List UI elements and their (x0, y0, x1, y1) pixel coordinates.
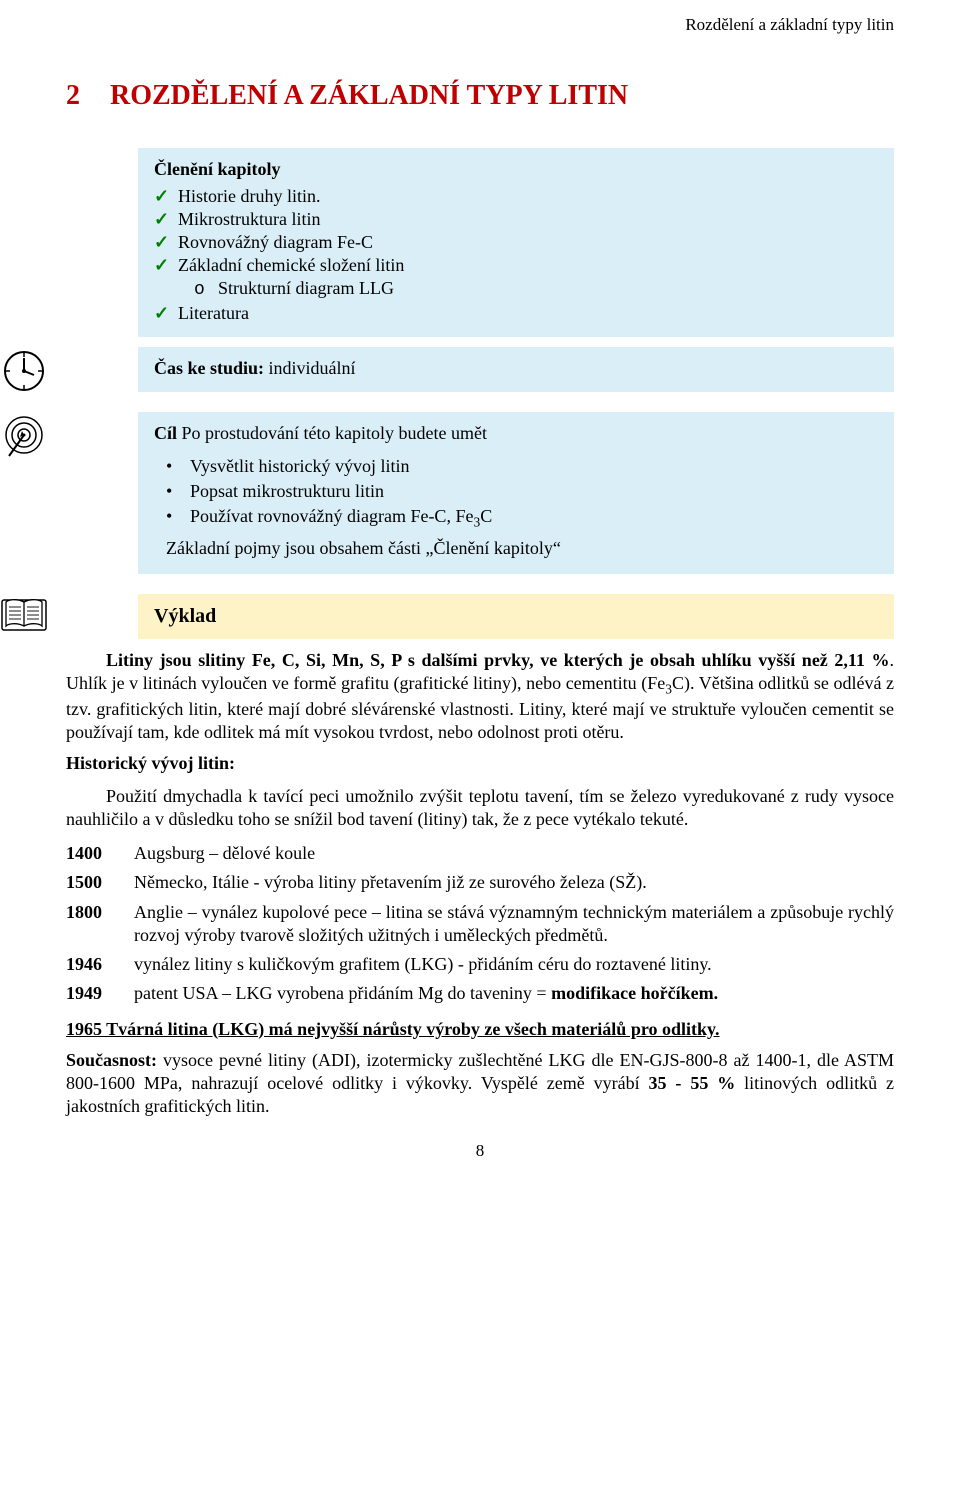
outline-subitem: Strukturní diagram LLG (218, 277, 878, 302)
timeline-text: Německo, Itálie - výroba litiny přetaven… (134, 871, 894, 894)
t1949-b: modifikace hořčíkem. (551, 983, 718, 1003)
vyklad-label: Výklad (154, 605, 216, 627)
section-title-text: ROZDĚLENÍ A ZÁKLADNÍ TYPY LITIN (110, 80, 628, 111)
clock-icon (0, 349, 54, 393)
book-icon (0, 596, 54, 634)
goal-note: Základní pojmy jsou obsahem části „Členě… (154, 537, 878, 560)
outline-item: Mikrostruktura litin (178, 208, 878, 231)
time-label: Čas ke studiu: (154, 358, 264, 378)
timeline-row: 1400 Augsburg – dělové koule (66, 839, 894, 868)
underline-1965: 1965 Tvárná litina (LKG) má nejvyšší nár… (66, 1018, 894, 1041)
outline-title: Členění kapitoly (154, 158, 878, 181)
vyklad-panel: Výklad (138, 594, 894, 640)
timeline-year: 1500 (66, 871, 116, 894)
outline-sublist: Strukturní diagram LLG (178, 277, 878, 302)
timeline-text: patent USA – LKG vyrobena přidáním Mg do… (134, 982, 894, 1005)
outline-item: Rovnovážný diagram Fe-C (178, 231, 878, 254)
timeline-text: Augsburg – dělové koule (134, 842, 894, 865)
timeline-row: 1500 Německo, Itálie - výroba litiny pře… (66, 868, 894, 897)
outline-list: Historie druhy litin. Mikrostruktura lit… (154, 185, 878, 325)
timeline-year: 1949 (66, 982, 116, 1005)
timeline-year: 1800 (66, 901, 116, 947)
timeline: 1400 Augsburg – dělové koule 1500 Německ… (66, 839, 894, 1007)
outline-panel: Členění kapitoly Historie druhy litin. M… (138, 148, 894, 337)
current-label: Současnost: (66, 1050, 157, 1070)
section-number: 2 (66, 78, 110, 114)
timeline-row: 1800 Anglie – vynález kupolové pece – li… (66, 898, 894, 950)
t1949-a: patent USA – LKG vyrobena přidáním Mg do… (134, 983, 551, 1003)
outline-item: Historie druhy litin. (178, 185, 878, 208)
time-value: individuální (269, 358, 356, 378)
time-panel: Čas ke studiu: individuální (138, 347, 894, 392)
timeline-year: 1400 (66, 842, 116, 865)
current-para: Současnost: vysoce pevné litiny (ADI), i… (66, 1049, 894, 1118)
running-head: Rozdělení a základní typy litin (66, 14, 894, 36)
intro-para: Litiny jsou slitiny Fe, C, Si, Mn, S, P … (66, 649, 894, 744)
timeline-row: 1946 vynález litiny s kuličkovým grafite… (66, 950, 894, 979)
goal-label: Cíl (154, 423, 177, 443)
outline-item: Základní chemické složení litin (178, 254, 878, 277)
goal-after: Po prostudování této kapitoly budete umě… (182, 423, 487, 443)
timeline-row: 1949 patent USA – LKG vyrobena přidáním … (66, 979, 894, 1008)
history-subhead: Historický vývoj litin: (66, 752, 894, 775)
goal-item: Používat rovnovážný diagram Fe-C, Fe3C (190, 505, 878, 531)
outline-item: Literatura (178, 302, 878, 325)
page-number: 8 (66, 1140, 894, 1162)
goal-item-text: Používat rovnovážný diagram Fe-C, Fe3C (190, 506, 492, 526)
timeline-text: Anglie – vynález kupolové pece – litina … (134, 901, 894, 947)
section-title: 2ROZDĚLENÍ A ZÁKLADNÍ TYPY LITIN (66, 78, 894, 114)
current-b: 35 - 55 % (649, 1073, 736, 1093)
goal-item: Vysvětlit historický vývoj litin (190, 455, 878, 478)
timeline-year: 1946 (66, 953, 116, 976)
goal-panel: Cíl Po prostudování této kapitoly budete… (138, 412, 894, 574)
target-icon (0, 414, 54, 460)
goal-list: Vysvětlit historický vývoj litin Popsat … (154, 455, 878, 531)
timeline-text: vynález litiny s kuličkovým grafitem (LK… (134, 953, 894, 976)
history-para: Použití dmychadla k tavící peci umožnilo… (66, 785, 894, 831)
intro-bold: Litiny jsou slitiny Fe, C, Si, Mn, S, P … (106, 650, 890, 670)
goal-item: Popsat mikrostrukturu litin (190, 480, 878, 503)
